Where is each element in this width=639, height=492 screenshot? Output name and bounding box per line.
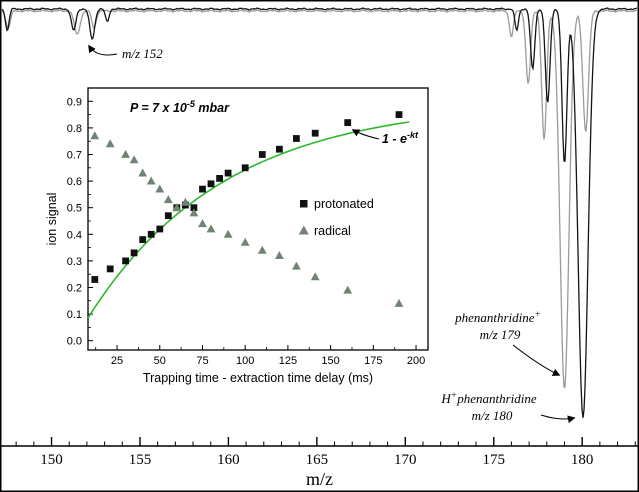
data-point-triangle — [394, 298, 404, 307]
inset-y-tick-label: 0.4 — [67, 229, 82, 241]
data-point-square — [106, 265, 114, 273]
data-point-square — [395, 111, 403, 118]
peak180-label-line1: H+phenanthridine — [440, 391, 536, 406]
legend-square-marker — [300, 200, 308, 208]
legend-label: protonated — [314, 197, 374, 211]
data-point-triangle — [206, 224, 216, 233]
data-point-square — [344, 119, 352, 126]
mz152-label: m/z 152 — [122, 46, 163, 61]
data-point-triangle — [189, 208, 199, 217]
inset-frame — [87, 87, 429, 351]
data-point-square — [91, 276, 99, 283]
inset-y-tick-label: 0.7 — [67, 149, 82, 161]
data-point-square — [224, 169, 232, 177]
data-point-triangle — [223, 229, 233, 238]
data-point-triangle — [90, 131, 100, 140]
inset-x-tick-label: 150 — [321, 355, 339, 367]
inset-y-axis-title: ion signal — [45, 193, 59, 246]
data-point-triangle — [138, 168, 148, 177]
data-point-triangle — [257, 245, 267, 254]
peak180-label-line2: m/z 180 — [472, 408, 513, 423]
fit-arrow — [351, 129, 380, 140]
data-point-triangle — [240, 237, 250, 246]
data-point-triangle — [343, 285, 353, 294]
black-protonated-trace — [1, 7, 638, 418]
main-x-tick-label: 150 — [40, 452, 63, 468]
data-point-square — [122, 257, 129, 265]
data-point-triangle — [172, 203, 182, 212]
inset-x-tick-label: 75 — [196, 355, 208, 367]
data-point-square — [156, 225, 164, 233]
data-point-triangle — [146, 176, 156, 185]
data-point-square — [241, 164, 249, 172]
inset-x-tick-label: 125 — [279, 355, 297, 367]
data-point-square — [199, 185, 206, 193]
inset-x-tick-label: 50 — [154, 355, 166, 367]
data-point-square — [147, 230, 155, 238]
data-point-triangle — [181, 197, 190, 206]
data-point-square — [216, 175, 223, 182]
gray-radical-trace — [1, 9, 638, 388]
data-point-triangle — [198, 219, 207, 228]
inset-y-tick-label: 0.1 — [67, 309, 82, 321]
data-point-triangle — [105, 139, 115, 148]
data-point-triangle — [129, 155, 139, 164]
inset-chart: 25 50 75 100 125 150 175 200 0.0 0.1 0.2 0.3 0.4 0.5 0… — [45, 87, 429, 385]
main-x-axis-title: m/z — [306, 469, 333, 489]
main-x-tick-label: 180 — [571, 452, 594, 468]
inset-x-tick-label: 200 — [407, 355, 425, 367]
data-point-triangle — [275, 251, 284, 259]
data-point-square — [258, 151, 266, 158]
main-x-tick-label: 155 — [129, 452, 152, 468]
peak179-label-line1: phenanthridine+ — [454, 310, 541, 325]
data-point-triangle — [155, 184, 165, 193]
inset-y-tick-label: 0.3 — [67, 256, 82, 268]
mass-spectrum-main — [1, 7, 638, 418]
data-point-square — [311, 129, 319, 137]
legend-label: radical — [314, 224, 351, 238]
main-x-tick-label: 175 — [482, 452, 505, 468]
peak179-label-line2: m/z 179 — [480, 327, 521, 342]
data-point-square — [164, 212, 172, 220]
inset-y-tick-label: 0.2 — [67, 282, 82, 294]
pressure-label: P = 7 x 10-5 mbar — [130, 99, 230, 115]
inset-x-tick-label: 100 — [236, 355, 254, 367]
data-point-triangle — [292, 261, 301, 270]
data-point-square — [293, 135, 300, 142]
data-point-square — [130, 249, 138, 257]
data-point-triangle — [310, 272, 320, 281]
data-point-square — [276, 145, 283, 153]
peak180-arrow — [540, 414, 576, 424]
inset-y-tick-label: 0.0 — [67, 336, 82, 348]
main-x-tick-label: 165 — [306, 452, 329, 468]
inset-x-axis-title: Trapping time - extraction time delay (m… — [143, 371, 373, 385]
inset-x-tick-label: 25 — [111, 355, 123, 367]
main-x-tick-label: 170 — [394, 452, 417, 468]
data-point-triangle — [163, 195, 173, 204]
main-x-axis: 150 155 160 165 170 175 180 m/z — [1, 437, 638, 489]
fit-equation-label: 1 - e-kt — [382, 130, 419, 146]
inset-y-tick-label: 0.6 — [67, 176, 82, 188]
data-point-square — [190, 204, 198, 212]
radical-points — [90, 131, 404, 307]
main-x-tick-label: 160 — [217, 452, 240, 468]
legend-triangle-marker — [298, 225, 309, 235]
inset-y-tick-label: 0.9 — [67, 96, 82, 108]
data-point-triangle — [121, 149, 130, 158]
inset-y-tick-label: 0.5 — [67, 203, 82, 215]
peak179-arrow — [512, 344, 561, 376]
data-point-square — [139, 236, 147, 243]
mz152-arrow — [88, 44, 118, 56]
main-annotations: m/z 152 phenanthridine+ m/z 179 H+phenanthr… — [88, 44, 576, 424]
inset-legend: protonated radical — [298, 197, 374, 238]
inset-y-tick-label: 0.8 — [67, 123, 82, 135]
inset-x-tick-label: 175 — [364, 355, 382, 367]
data-point-square — [207, 180, 215, 188]
